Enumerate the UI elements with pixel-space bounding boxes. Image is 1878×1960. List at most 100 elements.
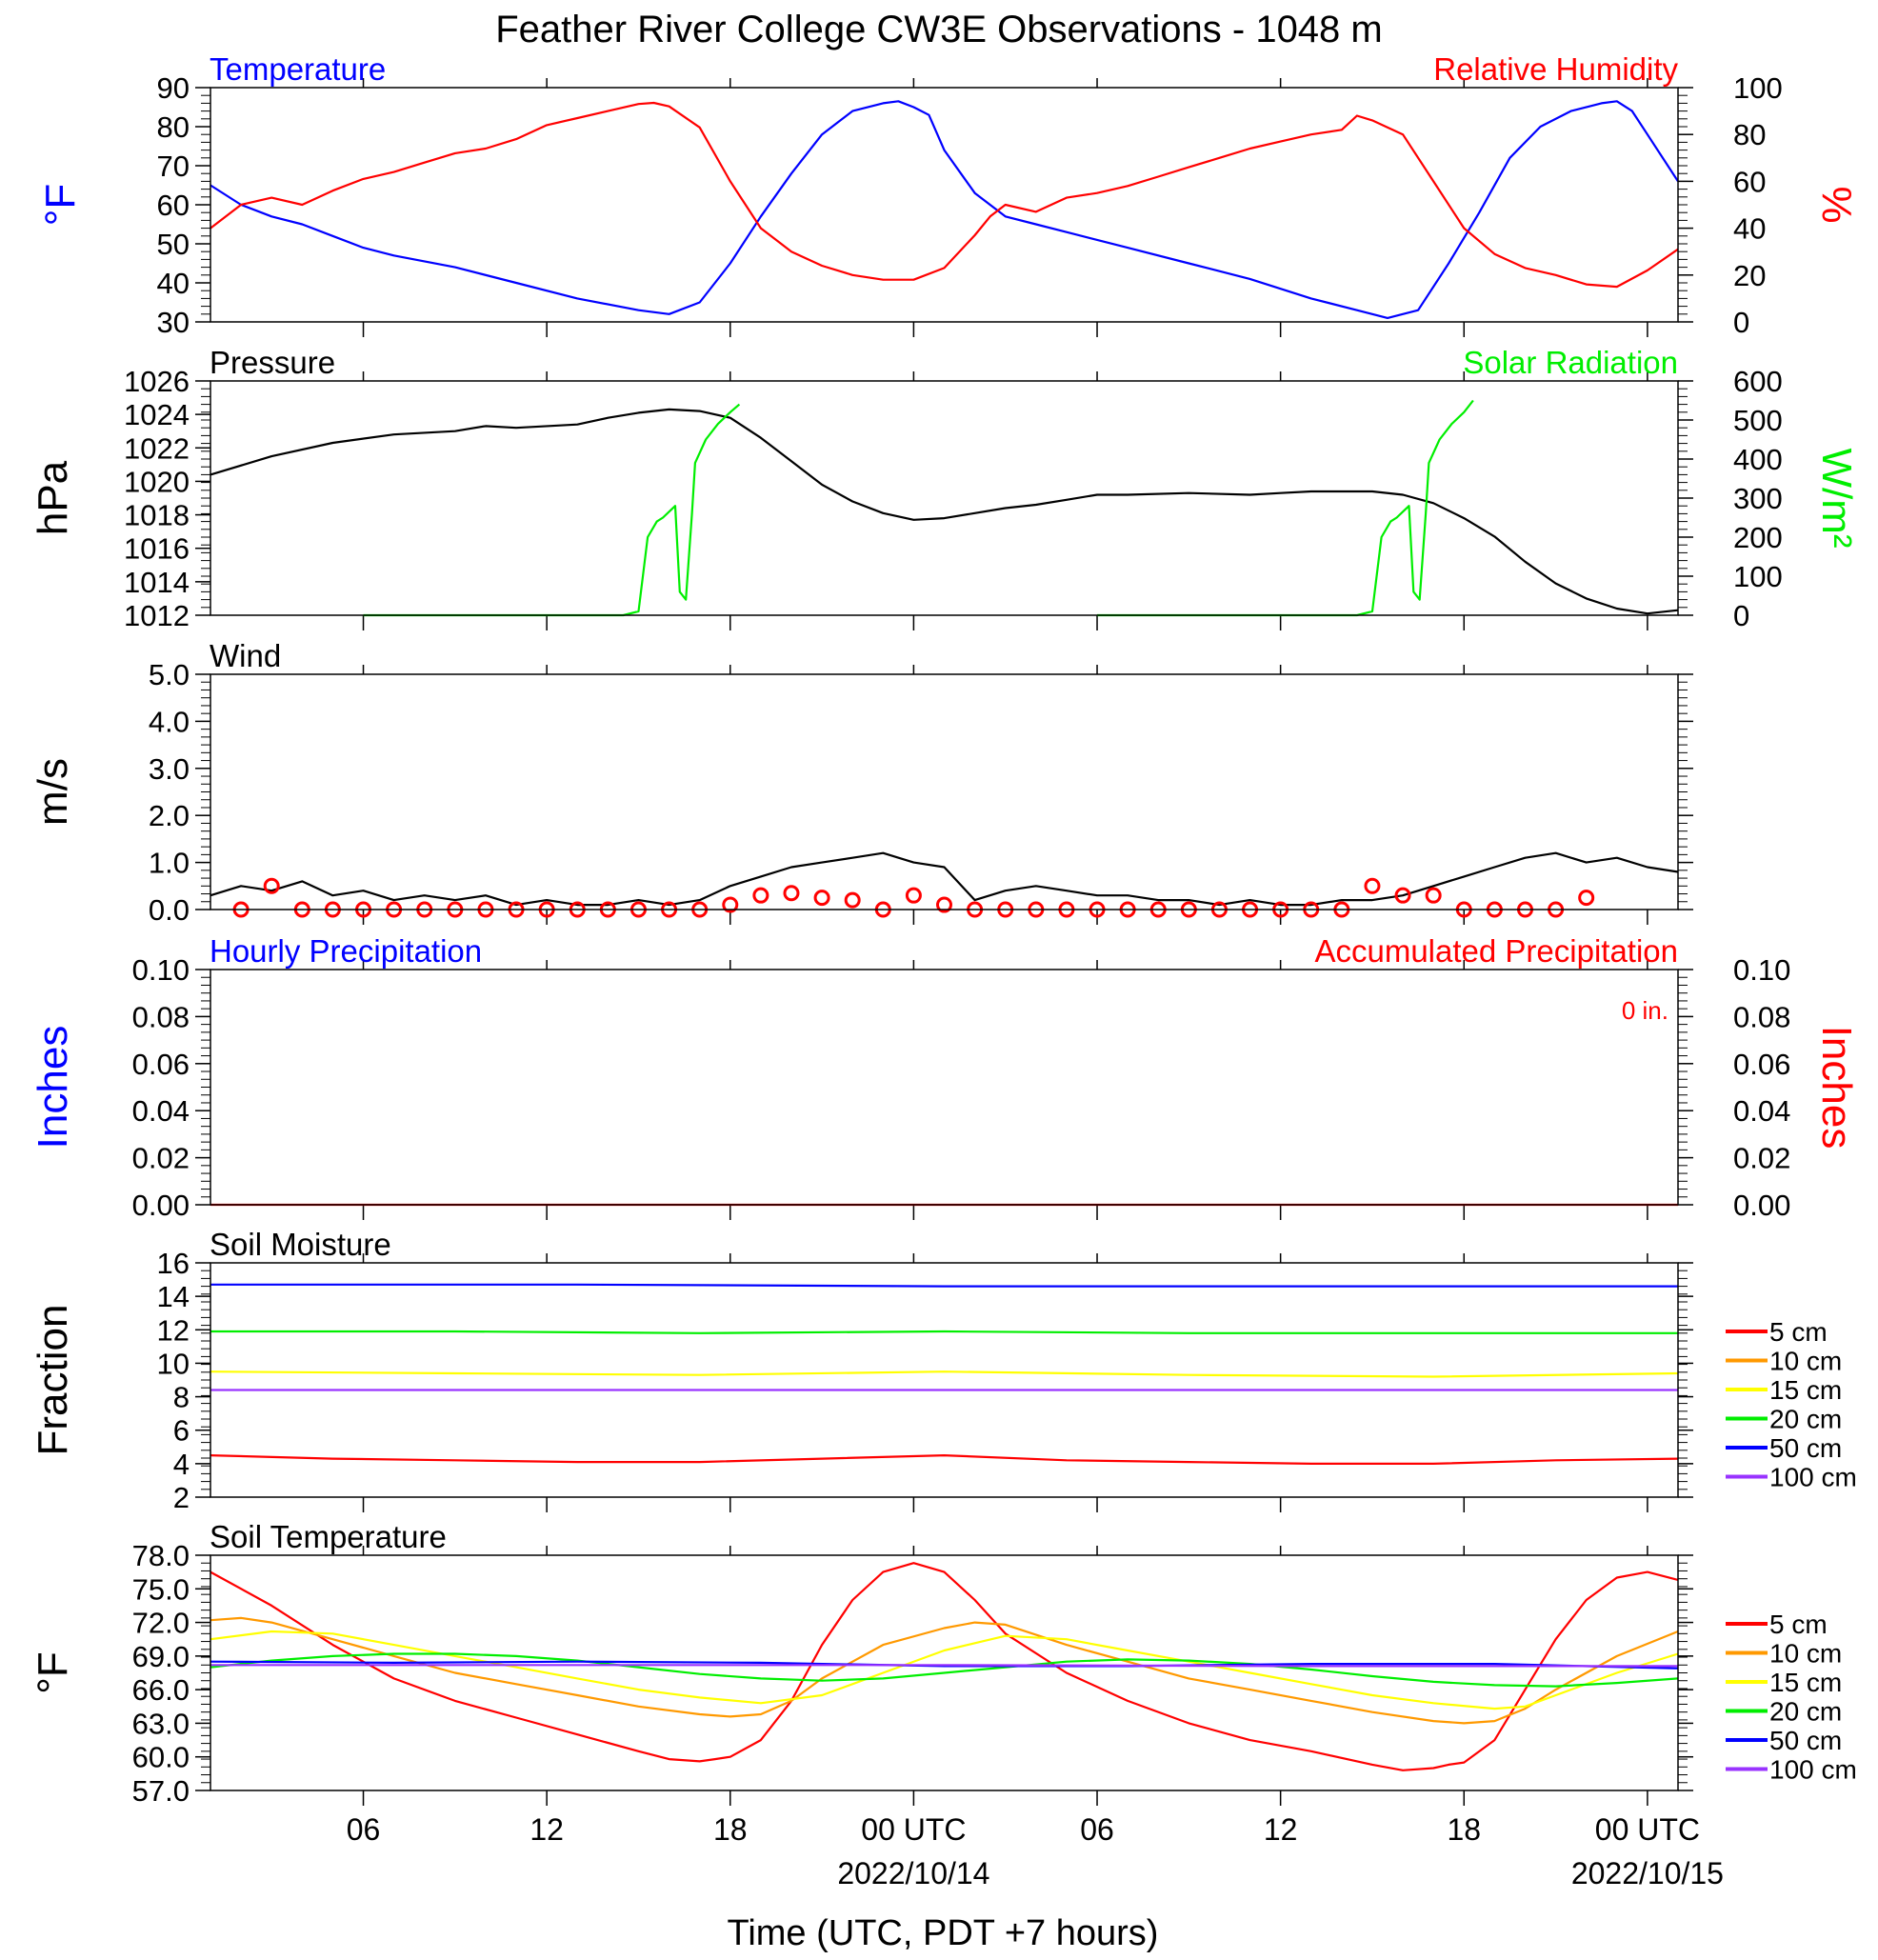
wind-marker (1578, 890, 1595, 907)
y-tick-label-left: 14 (157, 1280, 190, 1313)
series-line (210, 100, 1679, 319)
y-tick-label-right: 80 (1733, 118, 1766, 151)
x-tick-label: 00 UTC (861, 1812, 966, 1847)
y-tick-label-left: 16 (157, 1247, 190, 1280)
y-tick-label-left: 75.0 (132, 1572, 190, 1606)
y-tick-label-left: 5.0 (149, 658, 190, 691)
y-tick-label-left: 1014 (124, 566, 190, 599)
wind-marker (1394, 887, 1411, 904)
y-tick-label-left: 50 (157, 228, 190, 261)
panel-title-right: Accumulated Precipitation (1314, 933, 1678, 969)
y-tick-label-left: 6 (173, 1414, 190, 1448)
plot-frame (210, 380, 1679, 616)
legend-label: 50 cm (1769, 1433, 1842, 1463)
y-tick-label-right: 0.08 (1733, 1000, 1790, 1033)
y-axis-label-left: Fraction (30, 1305, 76, 1456)
y-axis-label-left: m/s (30, 758, 76, 826)
plot-frame (210, 673, 1679, 910)
x-tick-label: 00 UTC (1595, 1812, 1700, 1847)
y-axis-label-right: Inches (1813, 1026, 1860, 1150)
panel-title: Soil Temperature (210, 1519, 447, 1554)
panel-title: Wind (210, 638, 281, 673)
y-tick-label-right: 100 (1733, 71, 1783, 105)
y-tick-label-right: 400 (1733, 443, 1783, 476)
y-tick-label-left: 90 (157, 71, 190, 105)
wind-marker (844, 891, 861, 909)
y-tick-label-left: 69.0 (132, 1640, 190, 1673)
panel-2: 0.0 1.0 2.0 3.0 4.0 5.0 Wind m/s (30, 638, 1693, 927)
y-tick-label-left: 0.06 (132, 1048, 190, 1081)
wind-marker (813, 890, 830, 907)
y-tick-label-left: 0.00 (132, 1189, 190, 1222)
y-tick-label-left: 0.08 (132, 1000, 190, 1033)
wind-marker (1425, 887, 1442, 904)
legend-label: 100 cm (1769, 1463, 1857, 1492)
y-tick-label-right: 0.02 (1733, 1142, 1790, 1175)
y-tick-label-right: 20 (1733, 259, 1766, 292)
y-tick-label-left: 1018 (124, 499, 190, 532)
y-tick-label-left: 63.0 (132, 1707, 190, 1740)
y-axis-label-left: hPa (30, 460, 76, 535)
y-tick-label-right: 40 (1733, 212, 1766, 246)
panel-title-right: Relative Humidity (1433, 51, 1678, 87)
panel-title: Hourly Precipitation (210, 933, 482, 969)
y-axis-label-left: °F (30, 1651, 76, 1693)
wind-marker (263, 877, 280, 894)
wind-marker (1364, 877, 1381, 894)
legend-label: 20 cm (1769, 1405, 1842, 1434)
y-axis-label-left: Inches (30, 1026, 76, 1150)
y-tick-label-left: 57.0 (132, 1774, 190, 1808)
panel-title: Temperature (210, 51, 386, 87)
y-tick-label-left: 60 (157, 189, 190, 222)
y-tick-label-left: 1026 (124, 365, 190, 398)
x-tick-label: 12 (1264, 1812, 1298, 1847)
series-line (210, 851, 1679, 907)
y-tick-label-right: 0.10 (1733, 953, 1790, 987)
y-tick-label-left: 12 (157, 1313, 190, 1347)
y-tick-label-left: 1020 (124, 465, 190, 498)
x-date-label: 2022/10/15 (1571, 1856, 1724, 1890)
y-tick-label-right: 0 (1733, 306, 1749, 339)
panel-3: 0.00 0.02 0.04 0.06 0.08 0.10 0.00 0.02 0.04 0.06… (30, 933, 1860, 1222)
series-line (363, 403, 741, 617)
y-axis-label-right: W/m² (1813, 448, 1860, 548)
x-tick-label: 18 (713, 1812, 748, 1847)
y-tick-label-right: 60 (1733, 165, 1766, 198)
wind-marker (783, 885, 800, 902)
y-tick-label-left: 0.02 (132, 1142, 190, 1175)
wind-marker (722, 896, 739, 913)
legend-label: 100 cm (1769, 1755, 1857, 1785)
legend-label: 10 cm (1769, 1639, 1842, 1669)
legend-label: 20 cm (1769, 1697, 1842, 1727)
panel-title: Pressure (210, 345, 335, 380)
legend-label: 5 cm (1769, 1610, 1828, 1639)
y-tick-label-left: 1012 (124, 599, 190, 632)
panel-title-right: Solar Radiation (1463, 345, 1678, 380)
legend-label: 10 cm (1769, 1347, 1842, 1376)
y-tick-label-left: 1.0 (149, 847, 190, 880)
plot-frame (210, 1554, 1679, 1791)
y-tick-label-left: 1016 (124, 532, 190, 566)
x-tick-label: 18 (1447, 1812, 1481, 1847)
series-line (210, 1283, 1678, 1288)
y-tick-label-left: 1024 (124, 398, 190, 431)
y-tick-label-right: 600 (1733, 365, 1783, 398)
y-tick-label-left: 8 (173, 1381, 190, 1414)
y-tick-label-left: 30 (157, 306, 190, 339)
y-tick-label-left: 70 (157, 150, 190, 183)
y-tick-label-right: 0 (1733, 599, 1749, 632)
plot-frame (210, 1262, 1679, 1498)
panel-title: Soil Moisture (210, 1227, 391, 1262)
series-line (210, 1616, 1679, 1725)
x-axis-label: Time (UTC, PDT +7 hours) (728, 1913, 1159, 1953)
y-tick-label-right: 300 (1733, 482, 1783, 515)
y-tick-label-left: 0.04 (132, 1094, 190, 1128)
y-tick-label-left: 1022 (124, 431, 190, 465)
series-line (210, 1652, 1679, 1688)
y-tick-label-left: 4.0 (149, 705, 190, 738)
legend-label: 50 cm (1769, 1726, 1842, 1755)
